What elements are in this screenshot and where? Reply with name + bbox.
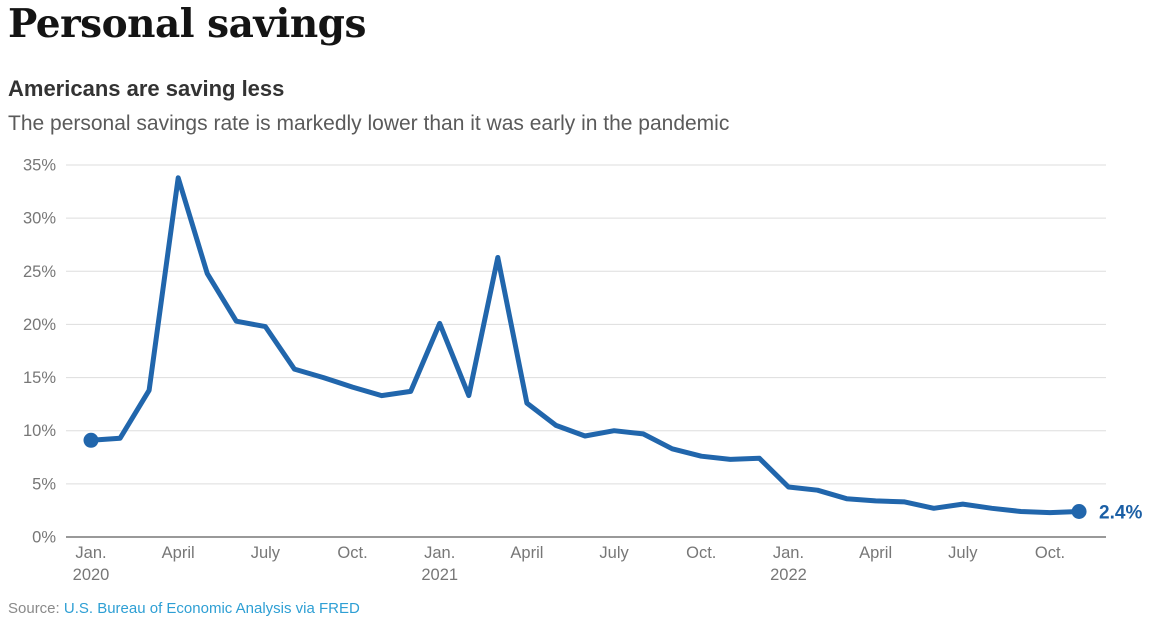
x-axis-tick-year-label: 2021	[421, 566, 458, 584]
y-axis-tick-label: 10%	[23, 422, 56, 440]
start-point-dot	[83, 432, 99, 448]
x-axis-tick-label: Jan.	[773, 544, 804, 562]
end-value-label: 2.4%	[1099, 502, 1142, 523]
y-axis-tick-label: 0%	[32, 529, 56, 547]
savings-line-chart: 0% 5% 10% 15% 20% 25% 30% 35% Jan. 2020 April July O…	[23, 157, 1143, 585]
savings-rate-line	[88, 175, 1082, 516]
x-axis-tick-year-label: 2022	[770, 566, 807, 584]
x-axis-tick-label: April	[510, 544, 543, 562]
y-axis-tick-label: 35%	[23, 157, 56, 175]
x-axis-tick-label: Jan.	[424, 544, 455, 562]
x-axis-tick-label: April	[162, 544, 195, 562]
x-axis-tick-label: Oct.	[1035, 544, 1065, 562]
y-axis-tick-label: 25%	[23, 263, 56, 281]
source-label: Source:	[8, 600, 60, 617]
y-axis-tick-label: 5%	[32, 475, 56, 493]
x-axis-tick-label: Oct.	[337, 544, 367, 562]
source-link[interactable]: U.S. Bureau of Economic Analysis via FRE…	[63, 600, 360, 617]
x-axis-tick-label: Jan.	[75, 544, 106, 562]
y-axis-tick-label: 30%	[23, 210, 56, 228]
page-title: Personal savings	[8, 1, 366, 47]
x-axis-tick-label: Oct.	[686, 544, 716, 562]
chart-description: The personal savings rate is markedly lo…	[8, 112, 730, 135]
y-axis-tick-label: 20%	[23, 316, 56, 334]
x-axis-tick-label: July	[599, 544, 629, 562]
x-axis-tick-year-label: 2020	[73, 566, 110, 584]
x-axis-tick-label: July	[948, 544, 978, 562]
end-point-dot	[1071, 503, 1087, 519]
x-axis-tick-label: July	[251, 544, 281, 562]
y-axis-tick-label: 15%	[23, 369, 56, 387]
source-line: Source: U.S. Bureau of Economic Analysis…	[8, 600, 360, 617]
chart-subtitle: Americans are saving less	[8, 76, 285, 101]
x-axis-tick-label: April	[859, 544, 892, 562]
